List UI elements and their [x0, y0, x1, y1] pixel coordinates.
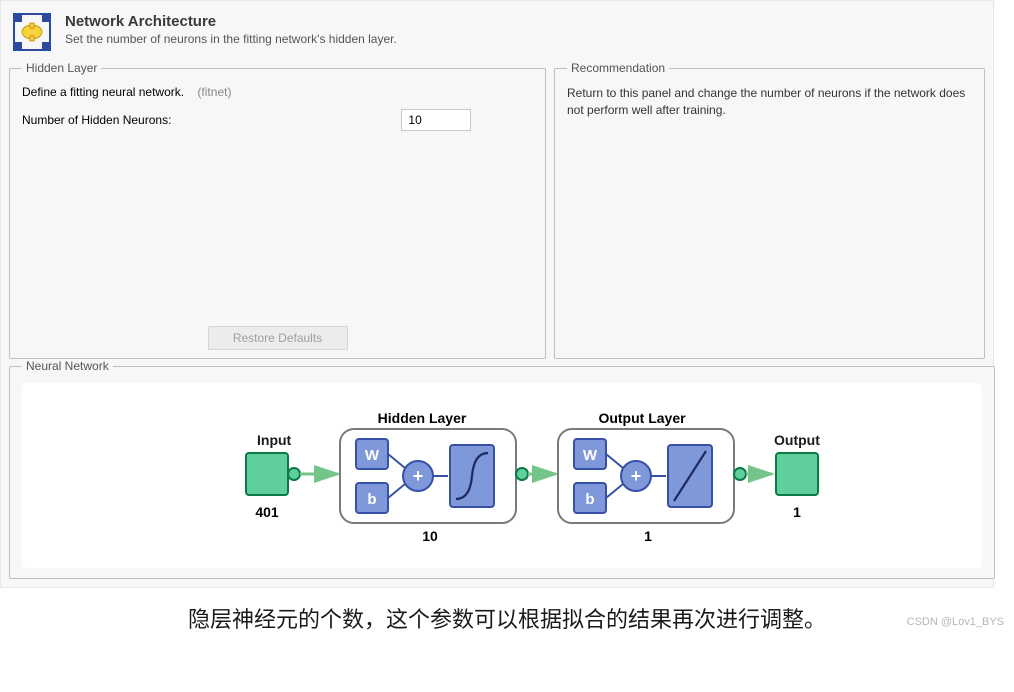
define-row: Define a fitting neural network. (fitnet… — [22, 85, 533, 99]
hidden-layer-panel: Hidden Layer Define a fitting neural net… — [9, 61, 546, 359]
neural-network-panel: Neural Network Input 401 Hidden Layer — [9, 359, 995, 579]
recommendation-text: Return to this panel and change the numb… — [567, 85, 972, 119]
input-block — [246, 453, 288, 495]
hidden-layer-legend: Hidden Layer — [22, 61, 101, 75]
input-label: Input — [257, 432, 292, 448]
output-block — [776, 453, 818, 495]
page-subtitle: Set the number of neurons in the fitting… — [65, 32, 397, 46]
dialog-page: Network Architecture Set the number of n… — [0, 0, 994, 588]
hidden-plus: + — [413, 466, 424, 486]
architecture-icon — [13, 13, 51, 51]
recommendation-legend: Recommendation — [567, 61, 669, 75]
network-diagram: Input 401 Hidden Layer 10 W b + — [22, 383, 982, 568]
output-plus: + — [631, 466, 642, 486]
output-W: W — [583, 447, 598, 464]
top-row: Hidden Layer Define a fitting neural net… — [9, 61, 985, 359]
hidden-W: W — [365, 447, 380, 464]
hidden-neurons-input[interactable] — [401, 109, 471, 131]
hidden-size: 10 — [422, 528, 438, 544]
input-size: 401 — [255, 504, 279, 520]
hidden-label: Hidden Layer — [378, 410, 467, 426]
output-b: b — [585, 491, 594, 508]
hidden-b: b — [367, 491, 376, 508]
define-text: Define a fitting neural network. — [22, 85, 184, 99]
neurons-label: Number of Hidden Neurons: — [22, 113, 171, 127]
recommendation-panel: Recommendation Return to this panel and … — [554, 61, 985, 359]
output-size: 1 — [793, 504, 801, 520]
header-text: Network Architecture Set the number of n… — [65, 13, 397, 46]
header: Network Architecture Set the number of n… — [9, 9, 985, 61]
output-layer-size: 1 — [644, 528, 652, 544]
output-label: Output — [774, 432, 820, 448]
page-title: Network Architecture — [65, 13, 397, 30]
restore-defaults-button[interactable]: Restore Defaults — [208, 326, 348, 350]
restore-wrap: Restore Defaults — [10, 326, 545, 350]
chinese-caption: 隐层神经元的个数，这个参数可以根据拟合的结果再次进行调整。 — [0, 588, 1014, 638]
neural-network-legend: Neural Network — [22, 359, 113, 373]
fitnet-hint: (fitnet) — [197, 85, 231, 99]
neurons-row: Number of Hidden Neurons: — [22, 109, 533, 131]
output-layer-label: Output Layer — [598, 410, 686, 426]
